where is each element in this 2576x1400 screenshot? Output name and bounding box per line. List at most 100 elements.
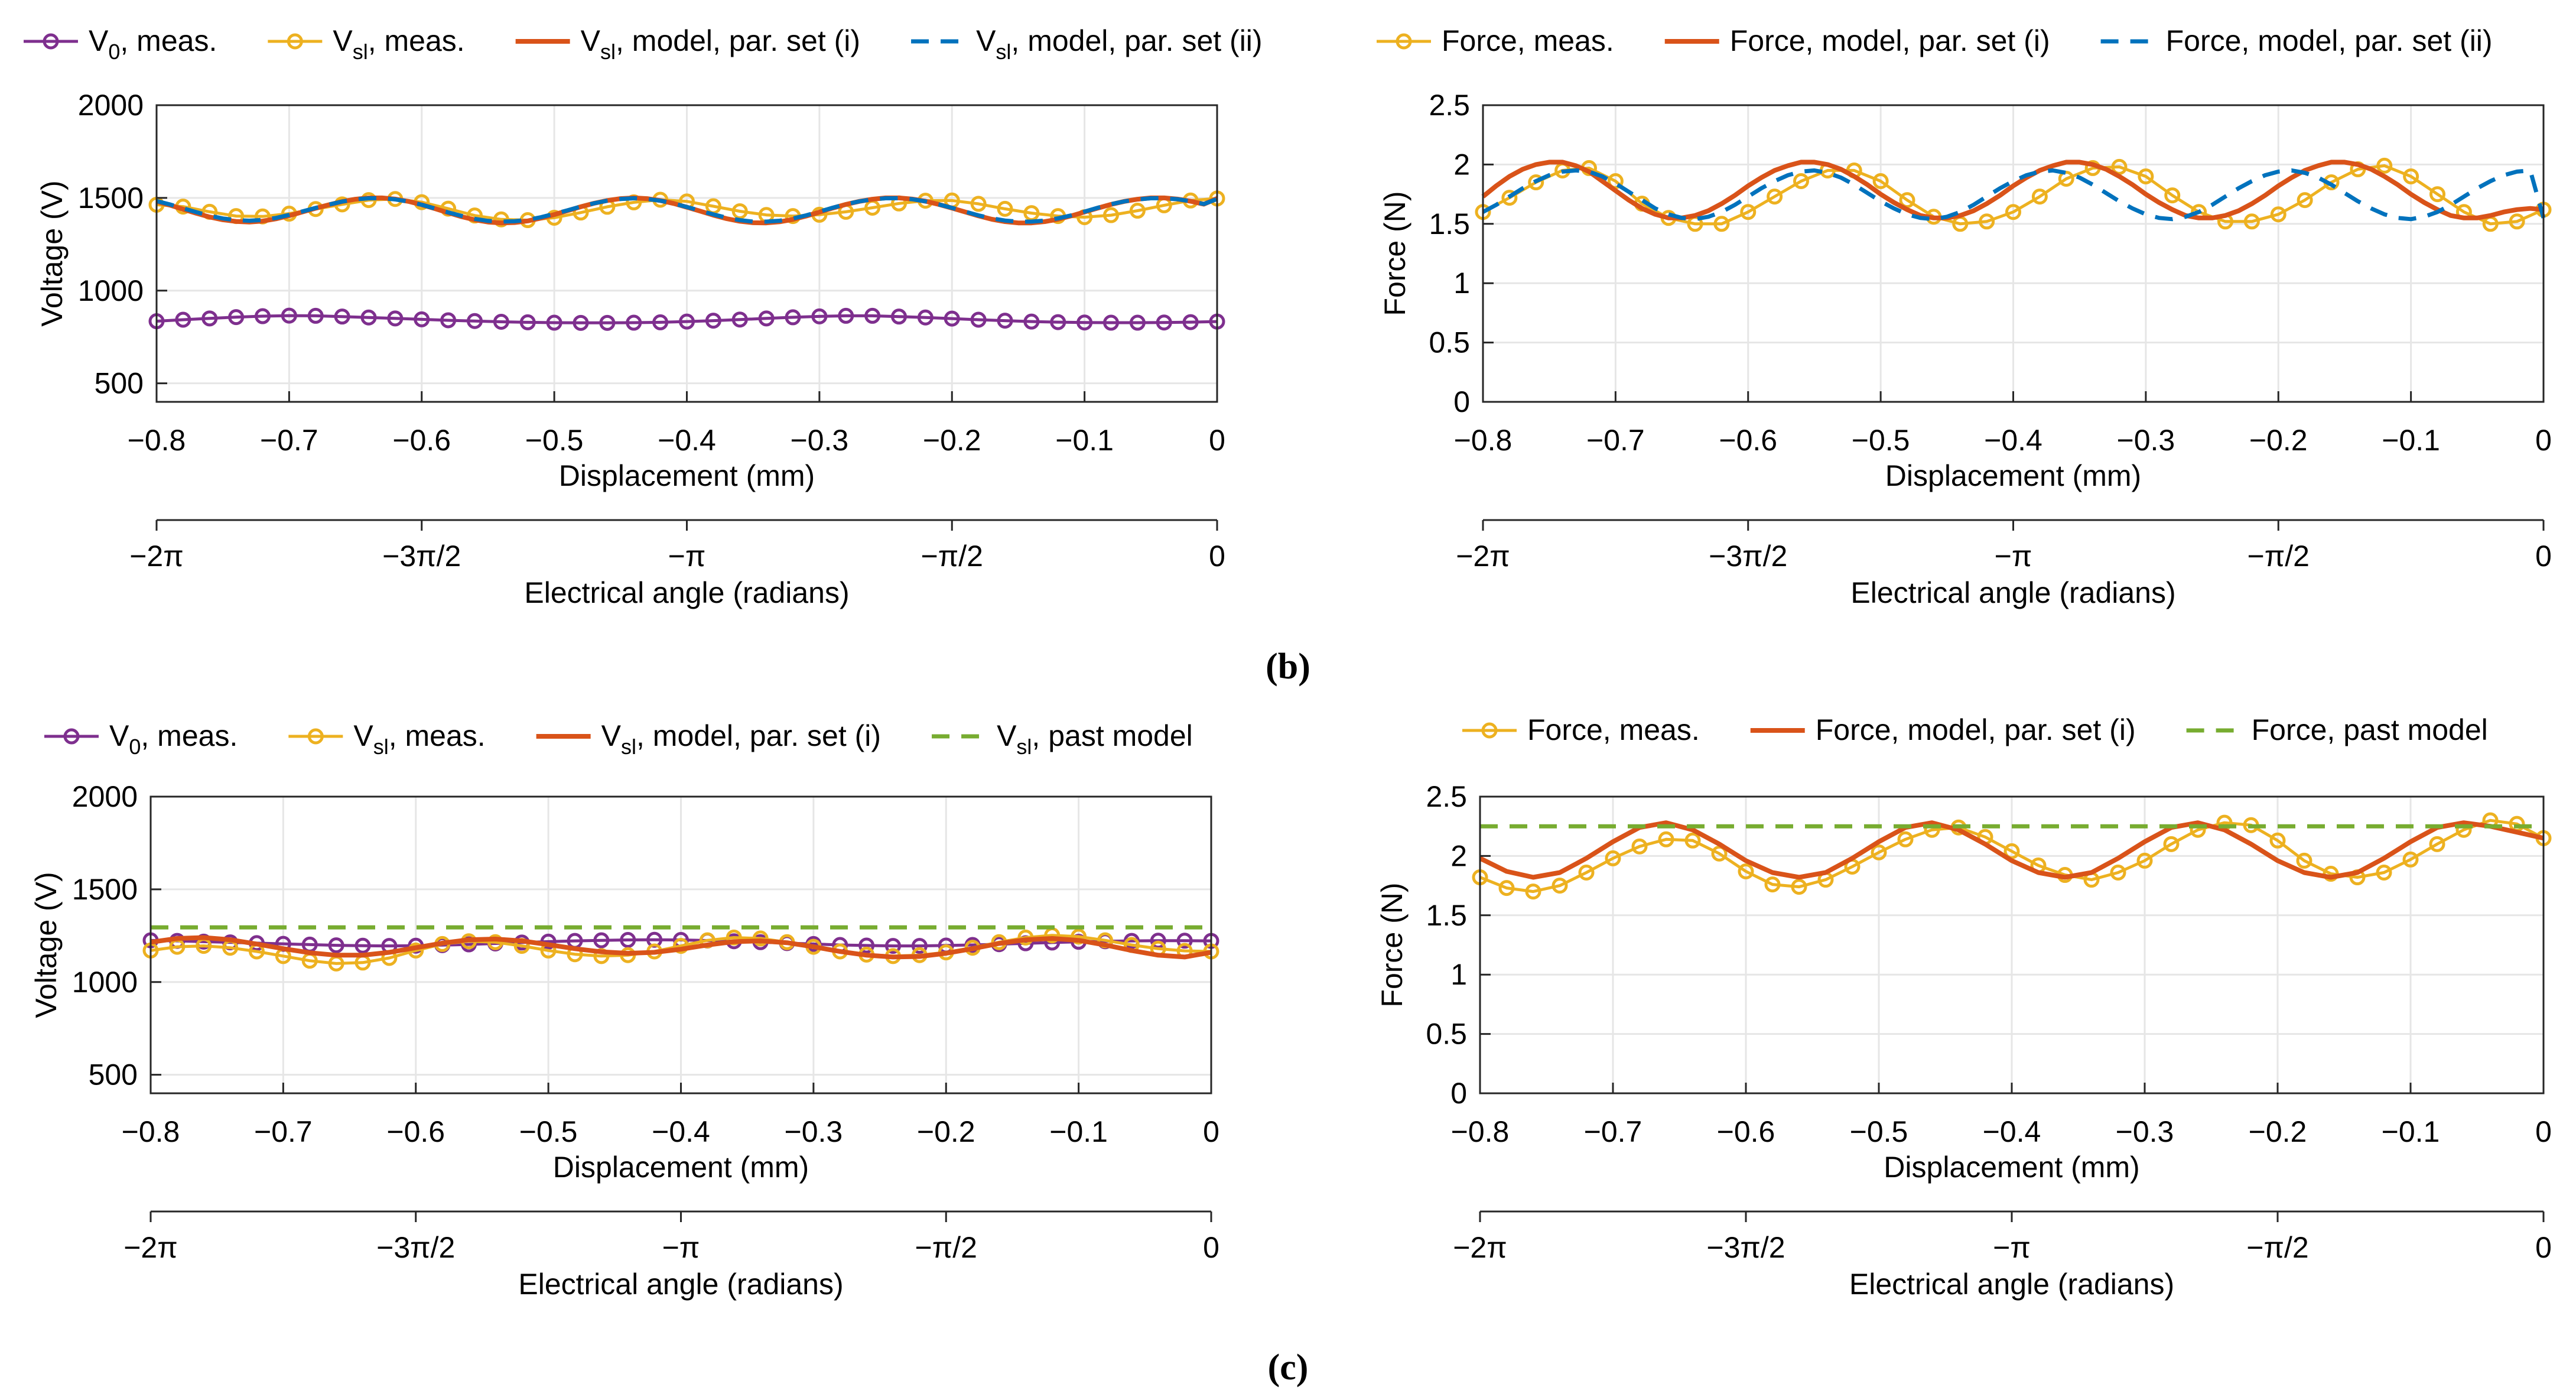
data-point-v0 — [731, 311, 748, 328]
chart-c-voltage: −0.8 −0.7 −0.6 −0.5 −0.4 −0.3 −0.2 −0.1 0 500 1000… — [30, 719, 1219, 1301]
data-point-meas — [2376, 157, 2393, 174]
legend-item-past: Force, past model — [2186, 713, 2488, 746]
x-axis-label: Displacement (mm) — [1884, 1151, 2139, 1184]
legend-item-model_i: Vsl, model, par. set (i) — [536, 719, 881, 759]
x-tick-label: −0.8 — [128, 424, 186, 457]
data-point-meas — [1767, 189, 1783, 205]
x2-tick-label: −2π — [1456, 540, 1510, 573]
data-point-meas — [1684, 832, 1701, 849]
data-point-meas — [1713, 216, 1730, 232]
data-point-v0 — [175, 311, 191, 328]
x2-tick-label: −2π — [129, 540, 184, 573]
data-point-v0 — [387, 310, 404, 327]
legend-item-meas: Vsl, meas. — [268, 24, 465, 64]
y-axis-label: Voltage (V) — [30, 872, 63, 1018]
data-point-meas — [2136, 852, 2153, 869]
data-point-v0 — [970, 311, 987, 328]
x-tick-label: −0.3 — [785, 1115, 843, 1148]
x-axis-label: Displacement (mm) — [559, 459, 815, 492]
y-tick-label: 0 — [1450, 1077, 1467, 1110]
legend-label-model_ii: Force, model, par. set (ii) — [2166, 24, 2493, 57]
data-point-meas — [2376, 865, 2392, 881]
data-point-meas — [997, 200, 1013, 217]
data-point-v0 — [1182, 314, 1199, 330]
x-tick-label: −0.6 — [386, 1115, 445, 1148]
data-point-v0 — [705, 313, 721, 329]
x-tick-label: −0.4 — [652, 1115, 710, 1148]
y-tick-label: 2000 — [78, 89, 144, 122]
x-tick-label: −0.7 — [1586, 424, 1645, 457]
data-point-v0 — [546, 314, 562, 331]
x2-tick-label: 0 — [1203, 1231, 1219, 1264]
x-tick-label: 0 — [1209, 424, 1225, 457]
legend-item-model_ii: Force, model, par. set (ii) — [2100, 24, 2493, 57]
data-point-meas — [2270, 206, 2286, 223]
data-point-meas — [1071, 928, 1087, 945]
y-tick-label: 500 — [89, 1058, 138, 1092]
data-point-meas — [2429, 836, 2445, 852]
x2-tick-label: −π/2 — [2248, 540, 2310, 573]
x-tick-label: −0.3 — [2116, 1115, 2174, 1148]
data-point-meas — [1552, 878, 1568, 894]
data-point-v0 — [679, 313, 695, 330]
x-axis-label: Displacement (mm) — [553, 1151, 809, 1184]
data-point-v0 — [334, 308, 350, 325]
x-tick-label: −0.7 — [260, 424, 318, 457]
data-point-v0 — [599, 314, 616, 331]
data-point-v0 — [593, 932, 610, 949]
data-point-v0 — [1176, 933, 1193, 949]
x2-tick-label: −π/2 — [2246, 1231, 2308, 1264]
data-point-meas — [2243, 213, 2260, 230]
data-point-meas — [2163, 836, 2180, 852]
data-point-meas — [970, 196, 987, 212]
x-tick-label: 0 — [2535, 1115, 2552, 1148]
y-tick-label: 2 — [1450, 839, 1467, 872]
data-point-v0 — [1076, 314, 1093, 331]
data-point-meas — [1979, 213, 1995, 230]
y-tick-label: 1500 — [72, 873, 138, 906]
data-point-meas — [1607, 173, 1624, 190]
x-tick-label: −0.1 — [1055, 424, 1114, 457]
data-point-v0 — [519, 314, 536, 330]
legend-item-meas: Vsl, meas. — [288, 719, 486, 759]
x2-tick-label: −3π/2 — [1706, 1231, 1785, 1264]
x-tick-label: −0.5 — [1852, 424, 1910, 457]
data-point-meas — [1793, 173, 1809, 190]
panel-label-c: (c) — [1268, 1347, 1309, 1388]
data-point-meas — [2296, 852, 2312, 869]
legend-marker-v0 — [63, 728, 80, 745]
legend-label-model_ii: Vsl, model, par. set (ii) — [976, 24, 1263, 64]
legend-label-meas: Vsl, meas. — [333, 24, 464, 64]
data-point-v0 — [1050, 314, 1066, 330]
panel-label-b: (b) — [1266, 647, 1310, 687]
data-point-v0 — [307, 307, 324, 324]
legend-item-model_i: Vsl, model, par. set (i) — [515, 24, 860, 64]
legend-label-meas: Vsl, meas. — [353, 719, 485, 759]
legend-item-v0: V0, meas. — [24, 24, 217, 64]
series-line-model_i — [150, 935, 1212, 960]
y-axis-label: Voltage (V) — [35, 180, 69, 326]
y-tick-label: 1 — [1450, 958, 1467, 991]
data-point-v0 — [1129, 314, 1146, 331]
data-point-meas — [1528, 174, 1544, 191]
data-point-meas — [1871, 844, 1887, 860]
y-tick-label: 1000 — [72, 966, 138, 999]
data-point-meas — [2058, 170, 2074, 187]
data-point-v0 — [626, 314, 642, 331]
x-tick-label: −0.3 — [791, 424, 849, 457]
legend-label-v0: V0, meas. — [109, 719, 238, 759]
data-point-meas — [1631, 838, 1648, 855]
legend-label-model_i: Vsl, model, par. set (i) — [601, 719, 881, 759]
data-point-v0 — [838, 307, 854, 324]
x2-axis-label: Electrical angle (radians) — [518, 1268, 843, 1301]
x2-tick-label: −π — [1993, 1231, 2031, 1264]
data-point-v0 — [858, 937, 875, 954]
data-point-v0 — [652, 314, 669, 330]
y-tick-label: 1.5 — [1426, 899, 1467, 932]
data-point-v0 — [354, 937, 371, 954]
y-tick-label: 0.5 — [1426, 1018, 1467, 1051]
data-point-v0 — [758, 310, 775, 327]
y-tick-label: 2.5 — [1426, 780, 1467, 813]
data-point-meas — [2031, 189, 2048, 205]
